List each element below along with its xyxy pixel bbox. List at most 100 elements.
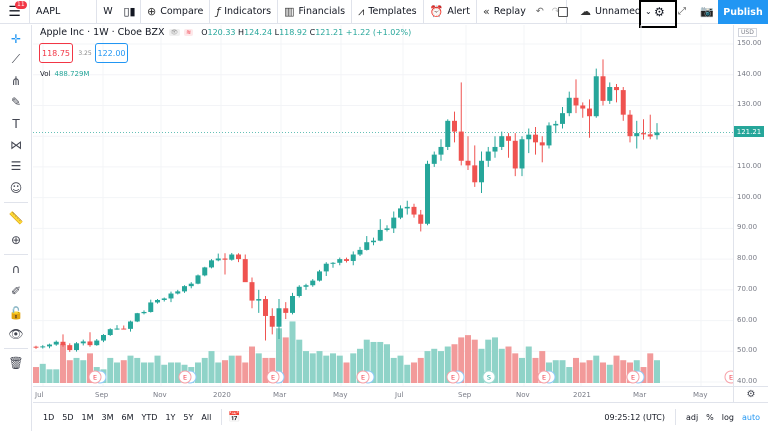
templates-icon: ⩘ <box>358 4 365 18</box>
symbol-label: AAPL <box>36 6 61 17</box>
highlight-box <box>639 0 677 28</box>
earnings-marker[interactable]: E <box>356 370 375 384</box>
symbol-search[interactable]: AAPL <box>30 0 97 24</box>
split-marker[interactable]: S <box>482 370 496 384</box>
price-axis[interactable]: 150.00140.00130.00120.00110.00100.0090.0… <box>733 25 768 386</box>
compare-button[interactable]: ⊕ Compare <box>141 0 211 24</box>
symbol-title[interactable]: Apple Inc · 1W · Cboe BZX <box>40 27 165 38</box>
fx-icon: ƒ <box>216 5 221 18</box>
ruler-icon[interactable]: 📏 <box>8 211 24 225</box>
earnings-marker[interactable]: E <box>178 370 197 384</box>
range-all[interactable]: All <box>201 412 212 422</box>
emoji-icon[interactable]: ☺ <box>9 181 23 195</box>
date-range-icon[interactable]: 📅 <box>228 411 241 423</box>
divider <box>674 409 676 425</box>
visibility-toggle[interactable]: 👁 <box>168 29 181 36</box>
trash-icon[interactable]: 🗑 <box>8 356 24 370</box>
volume-legend: Vol 488.729M <box>40 70 90 78</box>
trend-line-icon[interactable]: ⟋ <box>11 52 21 66</box>
adj-toggle[interactable]: adj <box>685 412 699 422</box>
time-tick: Jul <box>35 391 44 399</box>
indicators-button[interactable]: ƒ Indicators <box>210 0 279 24</box>
magnet-icon[interactable]: ∩ <box>11 262 21 276</box>
clock-time[interactable]: 09:25:12 (UTC) <box>604 412 665 422</box>
axis-settings-button[interactable]: ⚙ <box>733 386 768 402</box>
replay-label: Replay <box>493 6 526 17</box>
redo-button[interactable]: ↷ <box>548 0 567 24</box>
buy-button[interactable]: 122.00 <box>95 43 128 63</box>
currency-label[interactable]: USD <box>738 28 757 37</box>
cloud-icon: ☁ <box>580 5 591 18</box>
layout-button[interactable] <box>552 0 574 24</box>
crosshair-icon[interactable]: ✛ <box>10 32 22 46</box>
replay-button[interactable]: « Replay <box>477 0 532 24</box>
settings-toggle[interactable]: ≋ <box>184 29 194 36</box>
lock-icon[interactable]: 🔓 <box>8 306 24 320</box>
earnings-marker[interactable]: E <box>88 370 107 384</box>
sell-button[interactable]: 118.75 <box>39 43 73 63</box>
zoom-in-icon[interactable]: ⊕ <box>10 233 22 247</box>
range-3m[interactable]: 3M <box>101 412 114 422</box>
publish-button[interactable]: Publish <box>718 0 768 24</box>
interval-label: W <box>103 6 113 17</box>
range-1y[interactable]: 1Y <box>165 412 176 422</box>
time-tick: Nov <box>153 391 167 399</box>
range-1m[interactable]: 1M <box>81 412 94 422</box>
time-tick: May <box>333 391 348 399</box>
range-1d[interactable]: 1D <box>43 412 55 422</box>
lock-drawing-icon[interactable]: ✐ <box>10 284 22 298</box>
fib-tool-icon[interactable]: ⋔ <box>10 74 22 88</box>
earnings-marker[interactable]: E <box>626 370 645 384</box>
time-axis[interactable]: Jul Sep Nov 2020 Mar May Jul Sep Nov 2021 Mar May <box>33 386 733 402</box>
interval-button[interactable]: W <box>97 0 119 24</box>
chart-type-button[interactable]: ▯▮ <box>119 0 141 24</box>
save-layout-button[interactable]: ☁ Unnamed ⌄ <box>574 0 658 24</box>
svg-text:S: S <box>487 374 491 382</box>
range-5d[interactable]: 5D <box>62 412 74 422</box>
svg-text:E: E <box>631 374 635 382</box>
svg-text:E: E <box>729 374 733 382</box>
prediction-icon[interactable]: ☰ <box>10 159 22 173</box>
range-ytd[interactable]: YTD <box>141 412 158 422</box>
earnings-marker[interactable]: E <box>266 370 285 384</box>
financials-button[interactable]: ▥ Financials <box>278 0 353 24</box>
time-tick: Sep <box>458 391 472 399</box>
financials-label: Financials <box>298 6 346 17</box>
price-tick: 60.00 <box>737 315 758 324</box>
earnings-marker[interactable]: E <box>724 370 733 384</box>
templates-button[interactable]: ⩘ Templates <box>352 0 424 24</box>
menu-button[interactable]: ☰ 11 <box>0 0 30 24</box>
undo-icon: ↶ <box>535 6 544 17</box>
earnings-marker[interactable]: E <box>446 370 465 384</box>
alarm-clock-icon: ⏰ <box>429 5 444 18</box>
chart-legend: Apple Inc · 1W · Cboe BZX 👁 ≋ O120.33 H1… <box>40 27 411 38</box>
undo-button[interactable]: ↶ <box>532 0 548 24</box>
time-tick: May <box>693 391 708 399</box>
price-tick: 130.00 <box>737 100 762 109</box>
percent-toggle[interactable]: % <box>706 412 714 422</box>
svg-text:E: E <box>361 374 365 382</box>
svg-text:E: E <box>93 374 97 382</box>
log-toggle[interactable]: log <box>721 412 734 422</box>
snapshot-button[interactable]: 📷 <box>694 0 720 24</box>
divider <box>4 202 28 203</box>
time-tick: Nov <box>516 391 530 399</box>
alert-button[interactable]: ⏰ Alert <box>424 0 477 24</box>
brush-icon[interactable]: ✎ <box>10 95 22 109</box>
price-tick: 40.00 <box>737 377 758 386</box>
fullscreen-button[interactable]: ⤢ <box>672 0 692 24</box>
templates-label: Templates <box>368 6 417 17</box>
auto-toggle[interactable]: auto <box>741 412 760 422</box>
price-tick: 110.00 <box>737 161 762 170</box>
earnings-marker[interactable]: E <box>537 370 556 384</box>
eye-icon[interactable]: 👁 <box>8 327 24 341</box>
text-icon[interactable]: T <box>12 117 20 131</box>
alert-label: Alert <box>447 6 470 17</box>
notification-badge: 11 <box>15 0 27 9</box>
price-tick: 100.00 <box>737 192 762 201</box>
range-6m[interactable]: 6M <box>121 412 134 422</box>
pattern-icon[interactable]: ⋈ <box>10 138 22 152</box>
settings-button[interactable]: ⚙ <box>648 0 671 24</box>
range-5y[interactable]: 5Y <box>183 412 194 422</box>
